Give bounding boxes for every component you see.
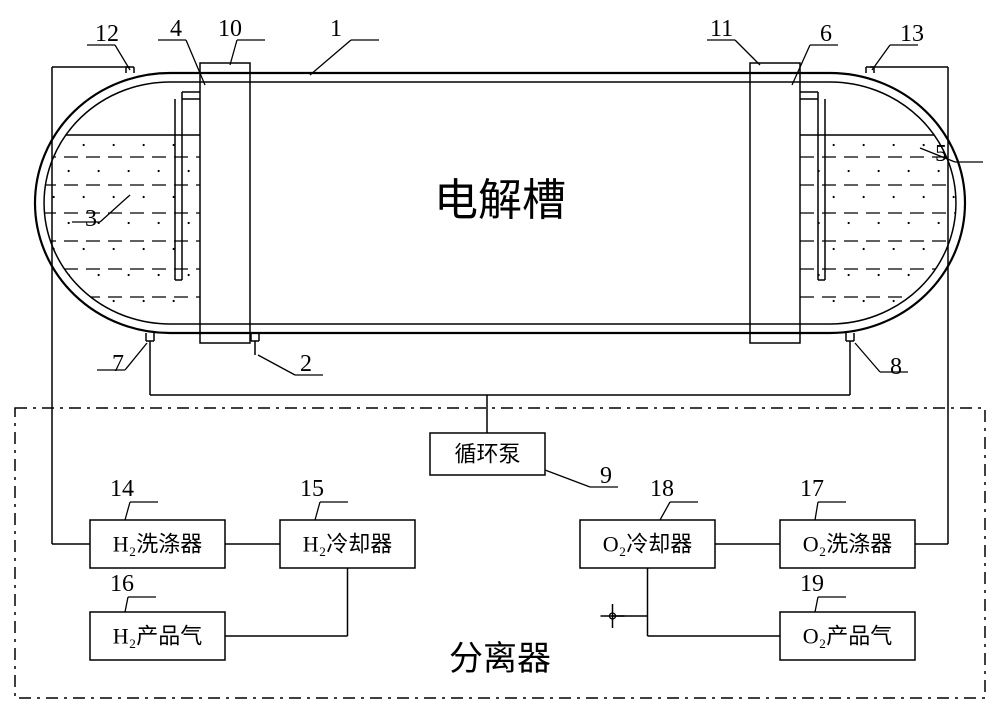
svg-text:11: 11 bbox=[710, 16, 733, 42]
svg-text:O₂洗涤器: O₂洗涤器 bbox=[803, 532, 893, 557]
svg-text:H₂产品气: H₂产品气 bbox=[113, 624, 203, 649]
svg-text:18: 18 bbox=[650, 476, 674, 502]
svg-text:14: 14 bbox=[110, 476, 134, 502]
svg-text:电解槽: 电解槽 bbox=[434, 176, 566, 225]
svg-text:H₂冷却器: H₂冷却器 bbox=[303, 532, 393, 557]
svg-text:5: 5 bbox=[935, 141, 947, 167]
svg-text:分离器: 分离器 bbox=[449, 640, 551, 678]
svg-text:3: 3 bbox=[85, 206, 97, 232]
svg-text:10: 10 bbox=[218, 16, 242, 42]
svg-text:2: 2 bbox=[300, 351, 312, 377]
svg-text:O₂产品气: O₂产品气 bbox=[803, 624, 893, 649]
svg-text:12: 12 bbox=[95, 21, 119, 47]
svg-text:H₂洗涤器: H₂洗涤器 bbox=[113, 532, 203, 557]
svg-text:16: 16 bbox=[110, 571, 134, 597]
svg-text:1: 1 bbox=[330, 16, 342, 42]
svg-text:循环泵: 循环泵 bbox=[454, 442, 520, 467]
svg-text:17: 17 bbox=[800, 476, 824, 502]
svg-text:19: 19 bbox=[800, 571, 824, 597]
svg-text:15: 15 bbox=[300, 476, 324, 502]
svg-text:4: 4 bbox=[170, 16, 182, 42]
svg-text:13: 13 bbox=[900, 21, 924, 47]
svg-text:O₂冷却器: O₂冷却器 bbox=[603, 532, 693, 557]
svg-text:8: 8 bbox=[890, 354, 902, 380]
svg-text:7: 7 bbox=[112, 351, 124, 377]
svg-text:9: 9 bbox=[600, 463, 612, 489]
svg-text:6: 6 bbox=[820, 21, 832, 47]
